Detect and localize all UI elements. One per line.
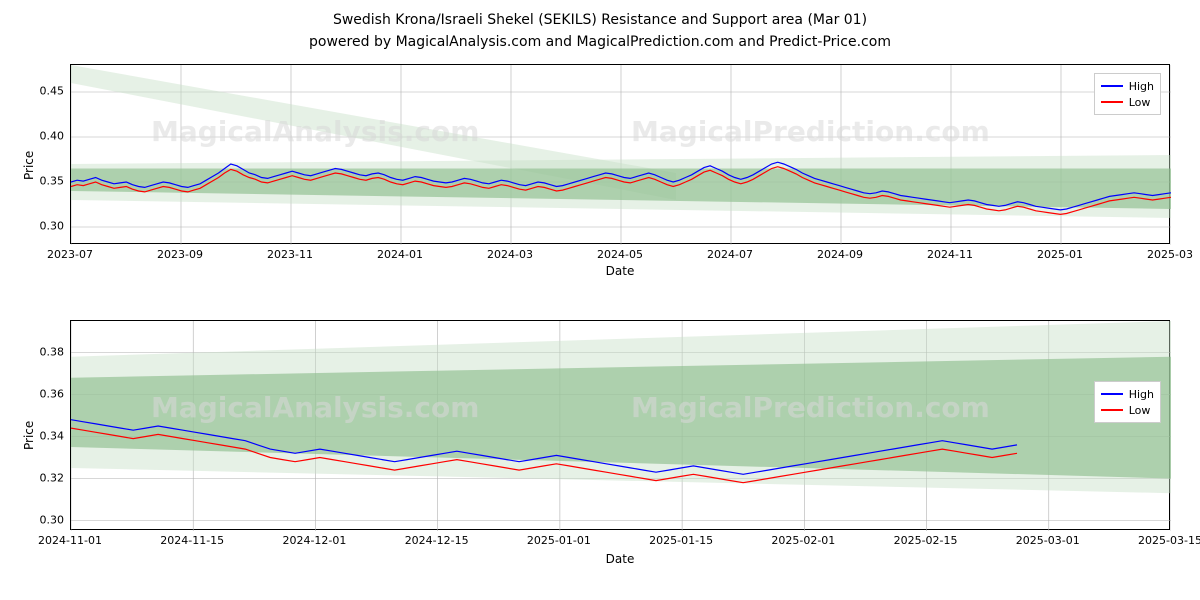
figure-root: Swedish Krona/Israeli Shekel (SEKILS) Re… xyxy=(0,0,1200,600)
x-tick-label: 2023-09 xyxy=(157,248,203,261)
legend-item-low: Low xyxy=(1101,402,1154,418)
chart-title: Swedish Krona/Israeli Shekel (SEKILS) Re… xyxy=(0,12,1200,28)
legend-label: High xyxy=(1129,388,1154,401)
legend-label: Low xyxy=(1129,404,1151,417)
x-tick-label: 2025-01 xyxy=(1037,248,1083,261)
y-tick-label: 0.32 xyxy=(30,471,64,484)
y-tick-label: 0.38 xyxy=(30,345,64,358)
legend-swatch xyxy=(1101,393,1123,395)
x-tick-label: 2025-03-15 xyxy=(1138,534,1200,547)
chart-panel-bottom: MagicalAnalysis.com MagicalPrediction.co… xyxy=(70,320,1170,530)
y-tick-label: 0.36 xyxy=(30,387,64,400)
x-axis-label: Date xyxy=(70,264,1170,278)
x-tick-label: 2025-02-01 xyxy=(771,534,835,547)
x-tick-label: 2024-09 xyxy=(817,248,863,261)
x-tick-label: 2025-03 xyxy=(1147,248,1193,261)
chart-legend: High Low xyxy=(1094,73,1161,115)
legend-swatch xyxy=(1101,101,1123,103)
chart-legend: High Low xyxy=(1094,381,1161,423)
x-axis-label: Date xyxy=(70,552,1170,566)
y-tick-label: 0.40 xyxy=(30,130,64,143)
legend-item-low: Low xyxy=(1101,94,1154,110)
y-tick-label: 0.30 xyxy=(30,513,64,526)
legend-label: Low xyxy=(1129,96,1151,109)
x-tick-label: 2023-11 xyxy=(267,248,313,261)
chart-svg-top xyxy=(71,65,1171,245)
x-tick-label: 2024-03 xyxy=(487,248,533,261)
chart-panel-top: MagicalAnalysis.com MagicalPrediction.co… xyxy=(70,64,1170,244)
x-tick-label: 2025-01-01 xyxy=(527,534,591,547)
y-tick-label: 0.45 xyxy=(30,85,64,98)
x-tick-label: 2024-01 xyxy=(377,248,423,261)
x-tick-label: 2025-03-01 xyxy=(1016,534,1080,547)
x-tick-label: 2024-07 xyxy=(707,248,753,261)
chart-subtitle: powered by MagicalAnalysis.com and Magic… xyxy=(0,34,1200,50)
y-tick-label: 0.30 xyxy=(30,220,64,233)
y-tick-label: 0.34 xyxy=(30,429,64,442)
x-tick-label: 2024-12-01 xyxy=(282,534,346,547)
legend-label: High xyxy=(1129,80,1154,93)
x-tick-label: 2025-01-15 xyxy=(649,534,713,547)
legend-swatch xyxy=(1101,85,1123,87)
x-tick-label: 2025-02-15 xyxy=(894,534,958,547)
x-tick-label: 2024-12-15 xyxy=(405,534,469,547)
x-tick-label: 2023-07 xyxy=(47,248,93,261)
chart-svg-bottom xyxy=(71,321,1171,531)
x-tick-label: 2024-11-15 xyxy=(160,534,224,547)
legend-item-high: High xyxy=(1101,78,1154,94)
x-tick-label: 2024-11-01 xyxy=(38,534,102,547)
x-tick-label: 2024-11 xyxy=(927,248,973,261)
y-tick-label: 0.35 xyxy=(30,175,64,188)
x-tick-label: 2024-05 xyxy=(597,248,643,261)
legend-item-high: High xyxy=(1101,386,1154,402)
legend-swatch xyxy=(1101,409,1123,411)
